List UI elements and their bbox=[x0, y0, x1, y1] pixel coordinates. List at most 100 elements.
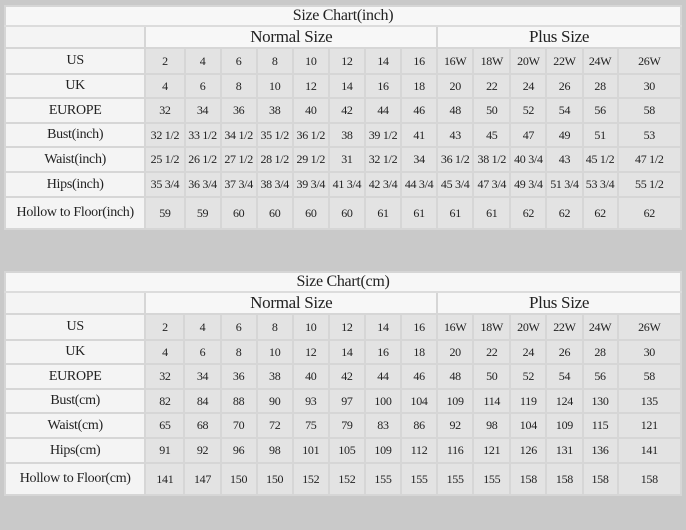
size-cell: 44 3/4 bbox=[400, 171, 439, 198]
size-cell: 92 bbox=[183, 437, 222, 464]
size-cell: 155 bbox=[472, 462, 512, 496]
size-cell: 56 bbox=[581, 363, 619, 390]
size-cell: 10 bbox=[255, 339, 294, 365]
size-cell: 12 bbox=[327, 313, 366, 341]
size-cell: 26W bbox=[616, 47, 683, 75]
size-cell: 112 bbox=[400, 437, 439, 464]
size-cell: 28 1/2 bbox=[255, 146, 294, 173]
size-cell: 109 bbox=[436, 388, 475, 414]
size-cell: 31 bbox=[327, 146, 366, 173]
size-cell: 115 bbox=[581, 412, 619, 439]
size-cell: 39 3/4 bbox=[291, 171, 330, 198]
row-label: Bust(cm) bbox=[3, 388, 147, 414]
size-cell: 152 bbox=[291, 462, 330, 496]
row-label: Hollow to Floor(cm) bbox=[3, 462, 147, 496]
size-cell: 147 bbox=[183, 462, 222, 496]
size-cell: 88 bbox=[219, 388, 258, 414]
size-cell: 104 bbox=[509, 412, 548, 439]
size-cell: 14 bbox=[363, 313, 403, 341]
table-row: Waist(cm) 65 68 70 72 75 79 83 86 92 98 104 109 115 12… bbox=[3, 412, 683, 439]
size-cell: 6 bbox=[183, 339, 222, 365]
size-cell: 97 bbox=[327, 388, 366, 414]
size-cell: 47 bbox=[509, 122, 548, 148]
size-cell: 6 bbox=[219, 47, 258, 75]
size-cell: 41 bbox=[400, 122, 439, 148]
size-cell: 4 bbox=[183, 47, 222, 75]
size-cell: 158 bbox=[616, 462, 683, 496]
size-cell: 40 bbox=[291, 97, 330, 124]
size-cell: 40 3/4 bbox=[509, 146, 548, 173]
size-cell: 16W bbox=[436, 313, 475, 341]
size-cell: 20 bbox=[436, 339, 475, 365]
size-cell: 16 bbox=[400, 313, 439, 341]
size-cell: 82 bbox=[144, 388, 186, 414]
size-cell: 59 bbox=[183, 196, 222, 230]
size-cell: 10 bbox=[255, 73, 294, 99]
size-cell: 2 bbox=[144, 47, 186, 75]
size-cell: 158 bbox=[581, 462, 619, 496]
size-cell: 34 bbox=[183, 97, 222, 124]
size-cell: 158 bbox=[545, 462, 584, 496]
size-cell: 24W bbox=[581, 313, 619, 341]
size-cell: 59 bbox=[144, 196, 186, 230]
size-cell: 4 bbox=[144, 339, 186, 365]
size-cell: 47 1/2 bbox=[616, 146, 683, 173]
size-cell: 45 3/4 bbox=[436, 171, 475, 198]
size-cell: 75 bbox=[291, 412, 330, 439]
size-cell: 34 bbox=[400, 146, 439, 173]
size-cell: 39 1/2 bbox=[363, 122, 403, 148]
size-cell: 20W bbox=[509, 313, 548, 341]
size-cell: 70 bbox=[219, 412, 258, 439]
size-cell: 6 bbox=[219, 313, 258, 341]
size-cell: 55 1/2 bbox=[616, 171, 683, 198]
normal-size-header: Normal Size bbox=[144, 25, 439, 49]
size-cell: 155 bbox=[400, 462, 439, 496]
size-cell: 27 1/2 bbox=[219, 146, 258, 173]
row-label: EUROPE bbox=[3, 97, 147, 124]
table-row: US 2 4 6 8 10 12 14 16 16W 18W 20W 22W 24W 26W bbox=[3, 313, 683, 341]
size-cell: 16 bbox=[363, 73, 403, 99]
size-cell: 62 bbox=[581, 196, 619, 230]
row-label: Waist(inch) bbox=[3, 146, 147, 173]
table-row: Bust(cm) 82 84 88 90 93 97 100 104 109 114 119 124 13… bbox=[3, 388, 683, 414]
size-cell: 36 bbox=[219, 97, 258, 124]
size-cell: 22W bbox=[545, 313, 584, 341]
size-cell: 40 bbox=[291, 363, 330, 390]
size-cell: 42 3/4 bbox=[363, 171, 403, 198]
size-table: Size Chart(inch) Normal Size Plus Size US 2 4… bbox=[3, 5, 683, 230]
size-cell: 20 bbox=[436, 73, 475, 99]
size-cell: 42 bbox=[327, 363, 366, 390]
size-cell: 61 bbox=[400, 196, 439, 230]
size-cell: 68 bbox=[183, 412, 222, 439]
size-cell: 30 bbox=[616, 339, 683, 365]
size-cell: 84 bbox=[183, 388, 222, 414]
normal-size-header: Normal Size bbox=[144, 291, 439, 315]
size-cell: 30 bbox=[616, 73, 683, 99]
size-table: Size Chart(cm) Normal Size Plus Size US 2 4 6 8… bbox=[3, 271, 683, 496]
plus-size-header: Plus Size bbox=[436, 25, 682, 49]
size-cell: 14 bbox=[327, 339, 366, 365]
size-cell: 32 1/2 bbox=[363, 146, 403, 173]
size-cell: 42 bbox=[327, 97, 366, 124]
size-cell: 109 bbox=[545, 412, 584, 439]
size-cell: 52 bbox=[509, 363, 548, 390]
size-cell: 10 bbox=[291, 313, 330, 341]
size-cell: 50 bbox=[472, 363, 512, 390]
size-cell: 60 bbox=[327, 196, 366, 230]
size-cell: 130 bbox=[581, 388, 619, 414]
size-cell: 101 bbox=[291, 437, 330, 464]
size-cell: 36 3/4 bbox=[183, 171, 222, 198]
chart-title: Size Chart(inch) bbox=[4, 5, 682, 27]
size-cell: 52 bbox=[509, 97, 548, 124]
size-cell: 116 bbox=[436, 437, 475, 464]
size-cell: 38 bbox=[255, 97, 294, 124]
size-cell: 155 bbox=[436, 462, 475, 496]
size-cell: 141 bbox=[616, 437, 683, 464]
size-cell: 114 bbox=[472, 388, 512, 414]
size-cell: 28 bbox=[581, 339, 619, 365]
size-cell: 56 bbox=[581, 97, 619, 124]
row-label: UK bbox=[3, 73, 147, 99]
row-label: Bust(inch) bbox=[3, 122, 147, 148]
size-cell: 121 bbox=[472, 437, 512, 464]
size-cell: 49 bbox=[545, 122, 584, 148]
